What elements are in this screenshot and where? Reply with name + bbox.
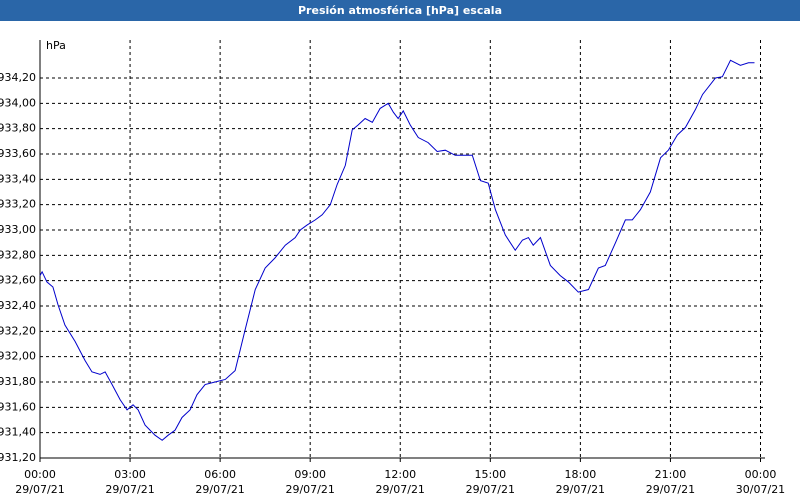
x-tick-label: 03:00 — [114, 468, 146, 481]
chart-title: Presión atmosférica [hPa] escala — [298, 4, 502, 17]
y-tick-label: 931,80 — [0, 375, 36, 388]
x-tick-date: 29/07/21 — [376, 483, 425, 496]
x-tick-date: 29/07/21 — [105, 483, 154, 496]
x-tick-date: 29/07/21 — [646, 483, 695, 496]
x-tick-label: 21:00 — [655, 468, 687, 481]
x-tick-date: 29/07/21 — [466, 483, 515, 496]
y-tick-label: 933,40 — [0, 172, 36, 185]
y-tick-label: 932,20 — [0, 324, 36, 337]
x-tick-date: 29/07/21 — [556, 483, 605, 496]
y-tick-label: 933,80 — [0, 122, 36, 135]
y-tick-label: 932,80 — [0, 248, 36, 261]
y-tick-label: 933,20 — [0, 198, 36, 211]
x-tick-label: 18:00 — [565, 468, 597, 481]
y-tick-label: 933,00 — [0, 223, 36, 236]
y-axis-label: hPa — [46, 39, 66, 52]
y-tick-label: 931,20 — [0, 451, 36, 464]
y-tick-label: 932,00 — [0, 350, 36, 363]
x-tick-label: 15:00 — [474, 468, 506, 481]
y-tick-label: 934,00 — [0, 96, 36, 109]
y-tick-label: 933,60 — [0, 147, 36, 160]
x-tick-label: 00:00 — [24, 468, 56, 481]
x-tick-label: 09:00 — [294, 468, 326, 481]
data-line — [39, 59, 755, 441]
x-tick-label: 12:00 — [384, 468, 416, 481]
x-tick-label: 06:00 — [204, 468, 236, 481]
y-tick-label: 931,60 — [0, 400, 36, 413]
x-tick-date: 29/07/21 — [285, 483, 334, 496]
x-tick-date: 29/07/21 — [195, 483, 244, 496]
y-tick-label: 932,60 — [0, 274, 36, 287]
y-tick-label: 934,20 — [0, 71, 36, 84]
x-tick-label: 00:00 — [745, 468, 777, 481]
y-tick-label: 931,40 — [0, 426, 36, 439]
x-tick-date: 30/07/21 — [736, 483, 785, 496]
title-bar — [0, 0, 800, 21]
y-tick-label: 932,40 — [0, 299, 36, 312]
x-tick-date: 29/07/21 — [15, 483, 64, 496]
